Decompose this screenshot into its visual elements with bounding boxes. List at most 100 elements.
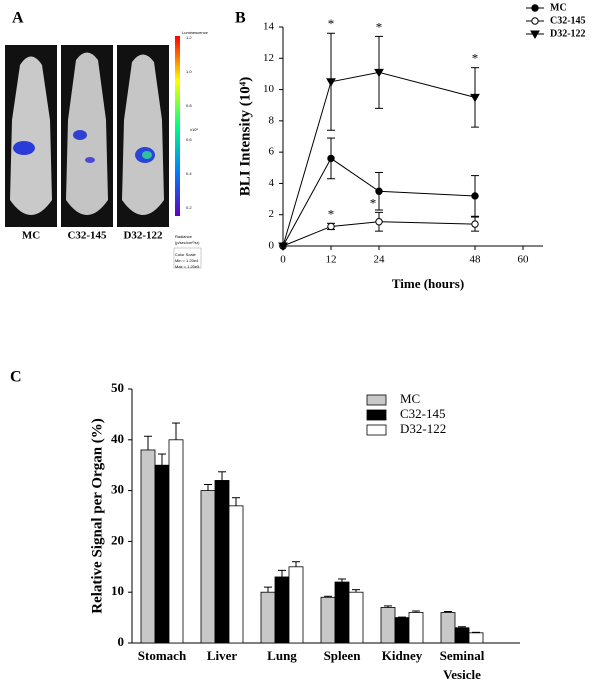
bar	[334, 581, 350, 644]
legend-swatch	[366, 394, 387, 406]
y-tick-label: 30	[111, 482, 124, 497]
bar	[274, 576, 290, 644]
mouse	[10, 56, 52, 215]
panel-label: B	[235, 10, 246, 27]
colorbar-tick: 1.0	[186, 69, 192, 74]
x-tick-label: Lung	[267, 648, 297, 663]
colorbar-title: Luminescence	[182, 30, 209, 35]
marker	[327, 222, 335, 231]
y-axis-label: BLI Intensity (10⁴)	[237, 77, 253, 197]
series-line	[282, 221, 476, 247]
marker	[471, 192, 479, 200]
significance: *	[328, 16, 335, 31]
y-tick-label: 6	[269, 146, 275, 158]
image-label: C32-145	[67, 230, 107, 242]
legend-label: C32-145	[400, 406, 446, 421]
x-tick-label: Kidney	[382, 648, 423, 663]
x-tick-label: Liver	[207, 648, 238, 663]
bar	[408, 612, 424, 644]
y-axis-label: Relative Signal per Organ (%)	[89, 418, 105, 614]
image-label: MC	[22, 230, 40, 242]
significance: *	[328, 206, 335, 221]
colorbar-tick: 0.6	[186, 137, 192, 142]
y-tick-label: 10	[263, 83, 275, 95]
colorbar-note: Color Scale	[175, 252, 196, 257]
y-tick-label: 8	[269, 114, 275, 126]
bar	[454, 627, 470, 644]
x-tick-label: 60	[518, 254, 530, 266]
legend-label: D32-122	[550, 28, 586, 39]
legend-swatch	[366, 424, 387, 436]
signal	[13, 141, 35, 155]
y-tick-label: 12	[263, 52, 274, 64]
bar	[214, 480, 230, 644]
colorbar-note: Max = 1.20e5	[175, 264, 200, 269]
y-tick-label: 40	[111, 431, 124, 446]
colorbar-box	[173, 247, 202, 269]
x-tick-label: 12	[326, 254, 337, 266]
bar	[348, 591, 364, 644]
series-line	[282, 157, 476, 247]
marker	[375, 187, 383, 195]
significance: *	[472, 51, 479, 66]
bar	[440, 612, 456, 644]
colorbar-tick: 1.2	[186, 35, 192, 40]
marker	[471, 220, 479, 228]
legend-label: MC	[550, 2, 567, 13]
signal	[142, 151, 152, 159]
marker	[278, 242, 288, 252]
bar	[140, 449, 156, 644]
panel-label: C	[10, 369, 22, 386]
mouse	[66, 52, 108, 215]
bar	[288, 566, 304, 644]
marker	[470, 93, 480, 103]
y-tick-label: 2	[269, 208, 275, 220]
x-tick-label: Spleen	[324, 648, 362, 663]
bar	[468, 632, 484, 644]
marker	[327, 154, 335, 163]
y-tick-label: 10	[111, 583, 124, 598]
marker	[531, 4, 539, 12]
bar	[168, 439, 184, 644]
bar	[260, 591, 276, 644]
colorbar-tick: 0.2	[186, 205, 192, 210]
mouse	[122, 54, 164, 215]
bar	[154, 464, 170, 644]
colorbar-note: Min = 1.20e4	[175, 258, 199, 263]
colorbar-note: Radiance	[175, 234, 193, 239]
image-label: D32-122	[123, 230, 163, 242]
bar	[380, 607, 396, 644]
y-tick-label: 20	[111, 532, 124, 547]
marker	[531, 17, 539, 25]
mouse-images	[5, 36, 202, 269]
marker	[326, 78, 336, 87]
colorbar-tick: 0.8	[186, 103, 192, 108]
y-tick-label: 50	[111, 380, 124, 395]
x-axis-label: Time (hours)	[392, 276, 464, 291]
y-tick-label: 0	[269, 240, 275, 252]
y-tick-label: 14	[263, 21, 275, 33]
x-tick-label: Stomach	[138, 648, 187, 663]
bar	[200, 490, 216, 644]
bar	[320, 596, 336, 644]
marker	[530, 30, 540, 40]
legend-label: D32-122	[400, 421, 446, 436]
signal	[73, 130, 87, 140]
y-tick-label: 4	[269, 177, 275, 189]
x-tick-label: 24	[374, 254, 386, 266]
y-tick-label: 0	[118, 634, 125, 649]
signal	[85, 157, 95, 163]
x-tick-label: Seminal Vesicle	[440, 648, 485, 682]
bar	[394, 617, 410, 644]
x-tick-label: 0	[280, 254, 286, 266]
bar	[228, 505, 244, 644]
marker	[375, 218, 383, 226]
series-line	[282, 71, 476, 247]
colorbar-unit: x10⁵	[190, 127, 198, 132]
legend-swatch	[366, 409, 387, 421]
colorbar	[175, 36, 180, 216]
colorbar-tick: 0.4	[186, 171, 192, 176]
significance: *	[370, 195, 377, 210]
significance: *	[376, 19, 383, 34]
